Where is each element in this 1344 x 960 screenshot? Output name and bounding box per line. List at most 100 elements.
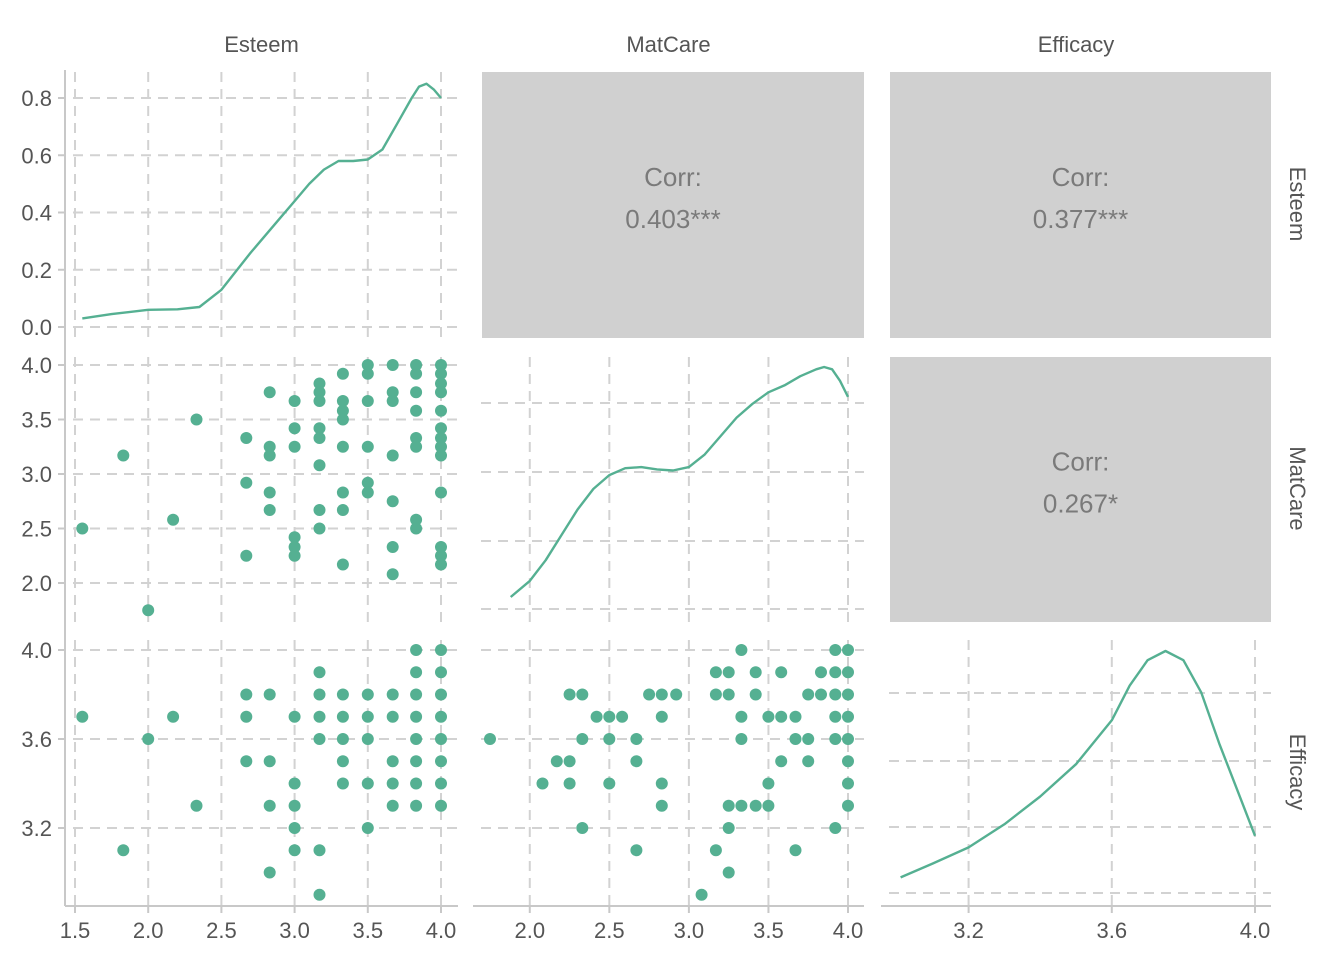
data-point xyxy=(722,822,735,834)
data-point xyxy=(802,755,815,768)
data-point xyxy=(361,733,374,745)
data-point xyxy=(603,710,616,723)
data-point xyxy=(288,422,301,435)
data-point xyxy=(722,688,735,701)
data-point xyxy=(410,644,423,656)
data-point xyxy=(435,710,447,723)
data-point xyxy=(563,688,576,701)
data-point xyxy=(117,844,130,857)
data-point xyxy=(240,432,253,444)
data-point xyxy=(762,777,775,790)
x-tick-label-efficacy: 3.6 xyxy=(1097,918,1128,943)
data-point xyxy=(361,440,374,453)
data-point xyxy=(361,688,374,701)
data-point xyxy=(313,688,326,701)
data-point xyxy=(190,799,203,812)
data-point xyxy=(336,504,349,516)
data-point xyxy=(313,459,326,472)
data-point xyxy=(630,733,643,745)
data-point xyxy=(762,710,775,723)
y-tick-label: 3.2 xyxy=(21,816,52,841)
data-point xyxy=(435,386,447,399)
data-point xyxy=(336,558,349,571)
data-point xyxy=(410,522,423,535)
data-point xyxy=(142,733,155,745)
data-point xyxy=(288,799,301,812)
y-tick-label: 4.0 xyxy=(21,353,52,378)
data-point xyxy=(240,710,253,723)
data-point xyxy=(336,733,349,745)
data-point xyxy=(386,710,399,723)
data-point xyxy=(829,822,842,834)
x-tick-label-esteem: 2.5 xyxy=(206,918,237,943)
x-tick-label-esteem: 2.0 xyxy=(133,918,164,943)
data-point xyxy=(336,404,349,417)
data-point xyxy=(735,799,748,812)
data-point xyxy=(361,367,374,380)
data-point xyxy=(762,799,775,812)
data-point xyxy=(410,367,423,380)
corr-label: Corr: xyxy=(1052,162,1110,192)
data-point xyxy=(336,440,349,453)
data-point xyxy=(288,395,301,407)
data-point xyxy=(313,522,326,535)
data-point xyxy=(263,486,276,499)
y-tick-label: 2.0 xyxy=(21,571,52,596)
data-point xyxy=(288,531,301,544)
data-point xyxy=(76,710,89,723)
data-point xyxy=(386,799,399,812)
panels-layer: Corr: 0.403*** Corr: 0.377*** Corr: 0.267* xyxy=(73,72,1271,906)
data-point xyxy=(361,486,374,499)
data-point xyxy=(361,476,374,489)
panel-efficacy-matcare xyxy=(481,640,864,906)
y-tick-label: 0.2 xyxy=(21,258,52,283)
strip-right-matcare: MatCare xyxy=(1285,446,1310,530)
data-point xyxy=(410,359,423,371)
data-point xyxy=(410,432,423,444)
data-point xyxy=(288,844,301,857)
data-point xyxy=(536,777,549,790)
y-tick-label: 3.6 xyxy=(21,727,52,752)
data-point xyxy=(842,710,854,723)
data-point xyxy=(336,688,349,701)
data-point xyxy=(435,688,447,701)
density-curve-matcare xyxy=(509,365,850,598)
data-point xyxy=(288,549,301,562)
data-point xyxy=(603,777,616,790)
data-point xyxy=(386,386,399,399)
corr-value: 0.403*** xyxy=(625,204,720,234)
data-point xyxy=(313,386,326,399)
y-tick-label: 0.8 xyxy=(21,86,52,111)
data-point xyxy=(263,688,276,701)
data-point xyxy=(789,710,802,723)
data-point xyxy=(842,799,854,812)
data-point xyxy=(361,710,374,723)
data-point xyxy=(435,440,447,453)
data-point xyxy=(336,395,349,407)
data-point xyxy=(288,710,301,723)
data-point xyxy=(410,799,423,812)
data-point xyxy=(313,504,326,516)
panel-matcare-matcare xyxy=(481,357,864,622)
corr-panel-bg xyxy=(890,357,1271,622)
data-point xyxy=(410,777,423,790)
x-tick-label-esteem: 3.0 xyxy=(279,918,310,943)
tick-labels: 0.0 0.2 0.4 0.6 0.8 2.0 2.5 3.0 3.5 4.0 3.2 3.6 4.0 1… xyxy=(21,70,1271,943)
corr-label: Corr: xyxy=(644,162,702,192)
data-point xyxy=(386,568,399,581)
data-point xyxy=(263,449,276,462)
data-point xyxy=(655,710,668,723)
data-point xyxy=(435,541,447,553)
data-point xyxy=(288,541,301,553)
data-point xyxy=(709,666,722,679)
data-point xyxy=(789,733,802,745)
data-point xyxy=(386,395,399,407)
data-point xyxy=(313,733,326,745)
data-point xyxy=(630,844,643,857)
data-point xyxy=(410,513,423,526)
y-tick-label: 0.6 xyxy=(21,143,52,168)
data-point xyxy=(842,733,854,745)
data-point xyxy=(410,755,423,768)
x-tick-label-matcare: 3.5 xyxy=(753,918,784,943)
data-point xyxy=(775,755,788,768)
